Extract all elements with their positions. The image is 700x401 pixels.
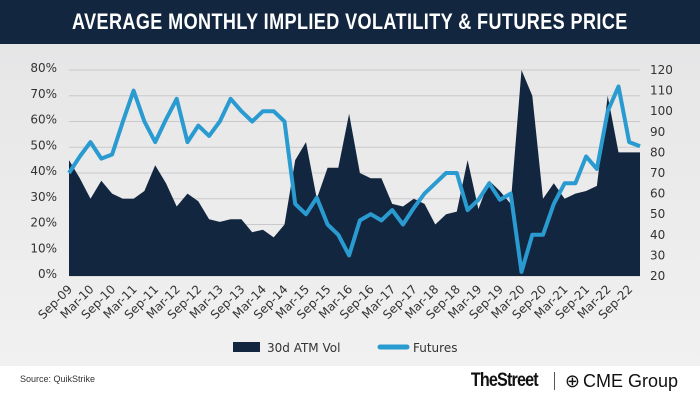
y-right-tick-label: 90 [650,125,665,139]
y-right-tick-label: 120 [650,63,673,77]
cme-logo-text: CME Group [582,370,678,391]
legend-label-futures: Futures [413,341,457,355]
y-left-tick-label: 60% [30,113,57,127]
y-left-tick-label: 70% [30,87,57,101]
y-right-tick-label: 60 [650,187,665,201]
y-right-tick-label: 80 [650,145,665,159]
source-note: Source: QuikStrike [20,374,96,384]
logo-divider [553,372,555,390]
y-right-tick-label: 20 [650,269,665,283]
y-left-tick-label: 50% [30,138,57,152]
legend-swatch-vol [233,342,260,352]
chart: 0% 10% 20% 30% 40% 50% 60% 70% 80% 20 30 40 50 60 70 80… [30,61,673,355]
y-left-tick-label: 10% [30,241,57,255]
thestreet-logo: TheStreet [471,370,539,391]
futures-line [67,84,641,274]
y-right-tick-label: 110 [650,84,673,98]
cme-logo: ⊕ CME Group [565,371,678,392]
y-right-tick-label: 70 [650,166,665,180]
y-left-tick-label: 20% [30,216,57,230]
y-right-tick-label: 40 [650,228,665,242]
y-right-tick-label: 100 [650,104,673,118]
y-left-tick-label: 80% [30,61,57,75]
y-left-tick-label: 0% [38,267,57,281]
y-left-tick-label: 30% [30,190,57,204]
y-left-tick-label: 40% [30,164,57,178]
y-right-tick-label: 50 [650,207,665,221]
chart-title: AVERAGE MONTHLY IMPLIED VOLATILITY & FUT… [72,9,628,34]
chart-title-banner: AVERAGE MONTHLY IMPLIED VOLATILITY & FUT… [0,0,700,44]
vol-area [69,70,640,276]
legend-label-vol: 30d ATM Vol [267,341,340,355]
globe-icon: ⊕ [564,370,580,391]
logos: TheStreet ⊕ CME Group [465,370,678,392]
y-right-tick-label: 30 [650,248,665,262]
